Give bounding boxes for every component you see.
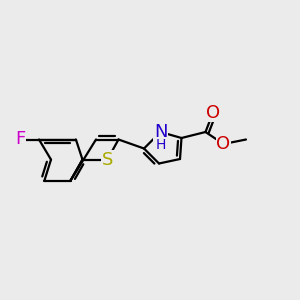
Text: O: O bbox=[216, 135, 231, 153]
Text: N: N bbox=[154, 123, 167, 141]
Text: F: F bbox=[15, 130, 26, 148]
Text: S: S bbox=[102, 151, 113, 169]
Text: H: H bbox=[155, 138, 166, 152]
Text: O: O bbox=[206, 103, 220, 122]
